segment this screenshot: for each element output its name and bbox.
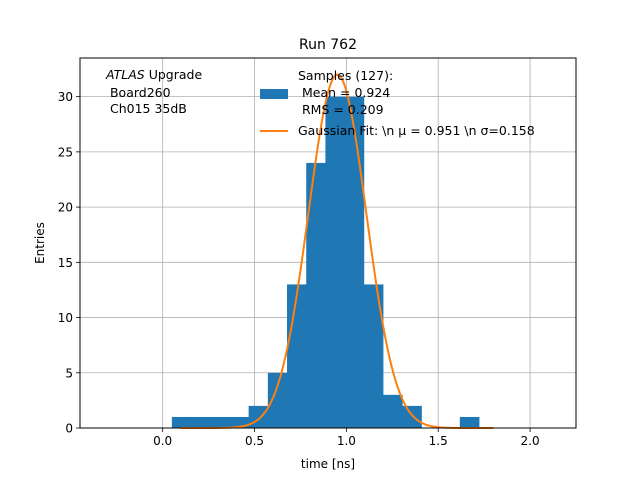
x-tick-label: 0.5 [245,434,264,448]
legend-hist-line-2: Mean = 0.924 [298,85,390,100]
histogram-bar [267,372,288,428]
annotation-upgrade: Upgrade [145,67,203,82]
y-tick-label: 10 [58,311,73,325]
y-axis-label: Entries [33,222,47,264]
annotation-atlas: ATLAS [105,67,145,82]
y-tick-label: 20 [58,201,73,215]
histogram-bars [171,96,480,429]
y-tick-label: 5 [65,366,73,380]
histogram-bar [344,96,365,429]
y-tick-label: 0 [65,422,73,436]
y-tick-label: 25 [58,145,73,159]
x-tick-label: 0.0 [153,434,172,448]
histogram-bar [306,162,326,429]
x-axis-label: time [ns] [301,457,355,471]
histogram-bar [402,405,422,428]
histogram-bar [229,416,250,428]
histogram-bar [248,405,269,428]
histogram-bar [287,284,307,428]
legend-hist-line-3: RMS = 0.209 [298,102,384,117]
x-tick-label: 1.0 [337,434,356,448]
y-tick-label: 15 [58,256,73,270]
y-ticks: 0 5 10 15 20 25 30 [58,90,80,436]
annotation-line-3: Ch015 35dB [106,101,187,116]
histogram-bar [210,416,230,428]
annotation-line-1: ATLAS Upgrade [105,67,202,82]
chart-title: Run 762 [299,37,357,53]
histogram-bar [459,416,480,428]
histogram-bar [191,416,211,428]
y-tick-label: 30 [58,90,73,104]
atlas-annotation: ATLAS Upgrade Board260 Ch015 35dB [105,67,202,116]
x-ticks: 0.0 0.5 1.0 1.5 2.0 [153,428,540,448]
axes-frame [79,57,577,429]
legend-hist-swatch [260,89,288,99]
x-tick-label: 1.5 [429,434,448,448]
fit-curve [181,73,494,429]
gaussian-fit [181,73,494,429]
legend: Samples (127): Mean = 0.924 RMS = 0.209 … [260,68,535,138]
histogram-bar [383,394,403,428]
histogram-bar [363,284,384,428]
histogram-bar [171,416,192,428]
annotation-line-2: Board260 [106,85,171,100]
legend-fit-label: Gaussian Fit: \n μ = 0.951 \n σ=0.158 [298,123,535,138]
x-tick-label: 2.0 [521,434,540,448]
histogram-bar [325,96,346,429]
legend-hist-line-1: Samples (127): [298,68,393,83]
